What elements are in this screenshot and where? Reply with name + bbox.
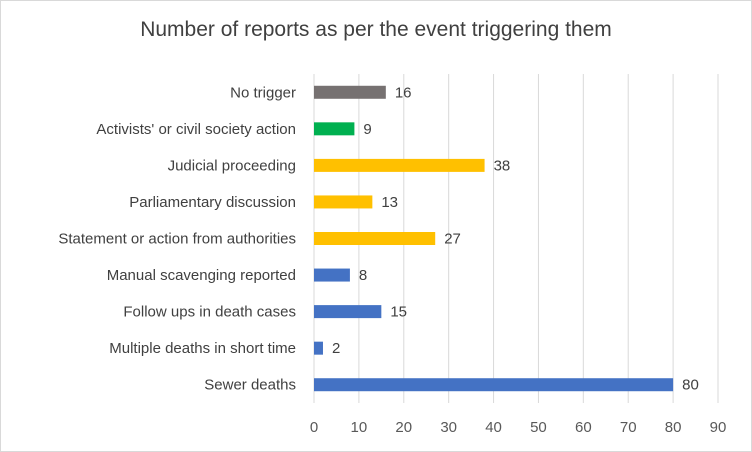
bar-7 [314, 341, 323, 355]
category-label: Judicial proceeding [168, 157, 296, 174]
bar-5 [314, 268, 350, 282]
category-labels: No trigger Activists' or civil society ac… [58, 84, 296, 393]
x-tick-label: 10 [351, 419, 368, 436]
bar-4 [314, 232, 436, 245]
data-label: 38 [494, 157, 511, 174]
bar-1 [314, 122, 355, 136]
x-axis-ticks: 0 10 20 30 40 50 60 70 80 90 [310, 419, 727, 436]
x-tick-label: 90 [710, 419, 727, 436]
bar-0 [314, 85, 386, 99]
data-label: 9 [363, 121, 371, 138]
data-label: 27 [444, 231, 461, 248]
data-label: 13 [381, 194, 398, 211]
data-label: 8 [359, 267, 367, 284]
category-label: Statement or action from authorities [58, 231, 296, 248]
data-label: 15 [390, 304, 407, 321]
x-tick-label: 50 [530, 419, 547, 436]
x-tick-label: 30 [440, 419, 457, 436]
chart-title: Number of reports as per the event trigg… [140, 18, 612, 41]
x-tick-label: 60 [575, 419, 592, 436]
data-labels: 16 9 38 13 27 8 15 2 80 [332, 84, 699, 393]
x-tick-label: 0 [310, 419, 318, 436]
x-tick-label: 70 [620, 419, 637, 436]
x-tick-label: 80 [665, 419, 682, 436]
bar-6 [314, 305, 382, 319]
category-label: Multiple deaths in short time [109, 340, 296, 357]
data-label: 16 [395, 84, 412, 101]
category-label: No trigger [230, 84, 296, 101]
category-label: Activists' or civil society action [96, 121, 296, 138]
bar-8 [314, 378, 674, 392]
category-label: Parliamentary discussion [129, 194, 296, 211]
category-label: Follow ups in death cases [123, 304, 296, 321]
x-tick-label: 40 [485, 419, 502, 436]
data-label: 80 [682, 377, 699, 394]
x-tick-label: 20 [395, 419, 412, 436]
bar-3 [314, 195, 373, 209]
data-label: 2 [332, 340, 340, 357]
category-label: Manual scavenging reported [107, 267, 296, 284]
bars [314, 85, 674, 392]
category-label: Sewer deaths [204, 377, 296, 394]
bar-2 [314, 158, 485, 172]
